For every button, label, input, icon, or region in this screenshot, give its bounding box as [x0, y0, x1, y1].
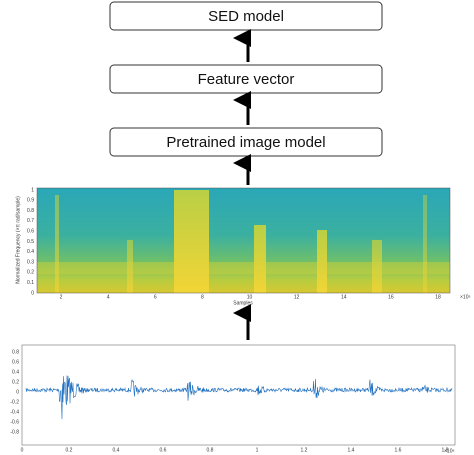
spectrogram-event: [423, 195, 427, 293]
x-tick-label: 0.8: [207, 447, 214, 453]
x-axis-label: Samples: [233, 300, 253, 306]
x-tick-label: 4: [107, 294, 110, 300]
y-tick-label: -0.6: [10, 419, 19, 425]
y-axis-label: Normalized Frequency (×π rad/sample): [15, 196, 21, 284]
pipeline: SED model Feature vector Pretrained imag…: [109, 1, 383, 340]
plot-frame: [21, 344, 456, 446]
y-tick-label: 0.2: [27, 270, 34, 276]
y-tick-label: -0.2: [10, 399, 19, 405]
y-tick-label: 0.4: [12, 369, 19, 375]
y-tick-label: 1: [31, 187, 34, 193]
box-label: Pretrained image model: [166, 134, 325, 151]
box-label: SED model: [208, 8, 284, 25]
x-tick-label: 10: [247, 294, 253, 300]
spectrogram: Normalized Frequency (×π rad/sample) Sam…: [15, 187, 470, 306]
waveform: ×10⁶ 0 0.2 0.4 0.6 0.8 1 1.2 1.4 1.6 1.8 -0.8 -0.6 -…: [10, 344, 456, 454]
spectrogram-event: [254, 225, 266, 293]
y-tick-label: 0.8: [12, 349, 19, 355]
plot-frame: [36, 187, 451, 294]
box-label: Feature vector: [198, 71, 295, 88]
x-tick-label: 6: [154, 294, 157, 300]
spectrogram-event: [174, 190, 209, 293]
x-tick-label: 14: [341, 294, 347, 300]
y-tick-label: -0.8: [10, 429, 19, 435]
y-tick-label: 0.2: [12, 379, 19, 385]
x-tick-label: 1.4: [348, 447, 355, 453]
y-tick-label: 0.1: [27, 280, 34, 286]
spectrogram-event: [127, 240, 133, 293]
spectrogram-band: [37, 262, 450, 274]
y-tick-label: 0.7: [27, 218, 34, 224]
spectrogram-event: [372, 240, 382, 293]
y-tick-label: 0.5: [27, 239, 34, 245]
y-tick-label: 0.4: [27, 249, 34, 255]
x-tick-label: 1.2: [301, 447, 308, 453]
y-tick-label: 0.6: [27, 229, 34, 235]
x-tick-label: 1.6: [395, 447, 402, 453]
x-exponent: ×10⁵: [460, 294, 471, 300]
spectrogram-event: [317, 230, 327, 293]
y-tick-label: 0.8: [27, 208, 34, 214]
x-tick-label: 0.4: [113, 447, 120, 453]
y-tick-label: 0.3: [27, 259, 34, 265]
y-tick-label: 0: [31, 290, 34, 296]
y-tick-label: -0.4: [10, 409, 19, 415]
x-tick-label: 0.6: [160, 447, 167, 453]
x-exponent: ×10⁶: [444, 448, 455, 454]
y-tick-label: 0: [16, 389, 19, 395]
x-tick-label: 12: [294, 294, 300, 300]
waveform-signal: [25, 375, 453, 420]
x-tick-label: 8: [201, 294, 204, 300]
x-tick-label: 2: [60, 294, 63, 300]
x-tick-label: 1.8: [442, 447, 449, 453]
spectrogram-event: [55, 195, 59, 293]
x-tick-label: 16: [388, 294, 394, 300]
x-tick-label: 1: [256, 447, 259, 453]
y-tick-label: 0.6: [12, 359, 19, 365]
x-tick-label: 18: [435, 294, 441, 300]
spectrogram-image: [37, 188, 450, 293]
y-tick-label: 0.9: [27, 198, 34, 204]
x-tick-label: 0.2: [66, 447, 73, 453]
x-tick-label: 0: [21, 447, 24, 453]
